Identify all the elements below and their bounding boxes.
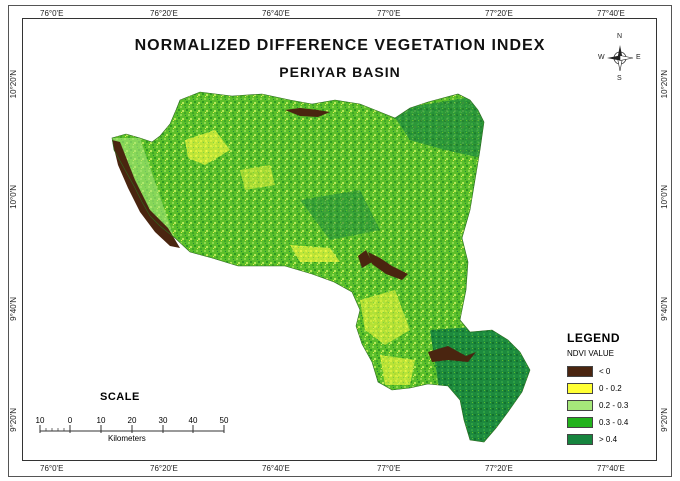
lon-label-top: 77°0'E — [377, 9, 401, 18]
lon-label-bottom: 77°40'E — [597, 464, 625, 473]
reservoir-negative-ndvi — [428, 346, 476, 362]
reservoir-negative-ndvi — [368, 252, 408, 280]
compass-south-label: S — [617, 75, 622, 82]
scale-unit-label: Kilometers — [108, 434, 146, 443]
lon-label-top: 77°40'E — [597, 9, 625, 18]
legend-label: 0 - 0.2 — [599, 384, 622, 393]
legend-title: LEGEND — [567, 331, 621, 345]
map-subtitle: PERIYAR BASIN — [279, 64, 401, 80]
map-title: NORMALIZED DIFFERENCE VEGETATION INDEX — [134, 37, 546, 54]
legend-swatch — [567, 400, 593, 411]
map-outer-frame — [8, 5, 672, 477]
dense-vegetation-zone — [390, 95, 490, 160]
legend: LEGEND NDVI VALUE — [567, 331, 657, 358]
lon-label-bottom: 76°40'E — [262, 464, 290, 473]
low-ndvi-patch — [360, 290, 410, 345]
scale-tick-label: 40 — [188, 416, 198, 425]
scale-bar — [39, 425, 225, 433]
low-ndvi-patch — [290, 245, 340, 262]
lon-label-bottom: 77°0'E — [377, 464, 401, 473]
reservoir-negative-ndvi — [358, 250, 372, 268]
dense-vegetation-zone — [430, 325, 530, 442]
scale-title: SCALE — [100, 391, 140, 403]
scale-tick-label: 30 — [158, 416, 168, 425]
lon-label-top: 77°20'E — [485, 9, 513, 18]
lon-label-top: 76°20'E — [150, 9, 178, 18]
lon-label-bottom: 76°20'E — [150, 464, 178, 473]
legend-label: 0.3 - 0.4 — [599, 418, 629, 427]
lon-label-bottom: 76°0'E — [40, 464, 64, 473]
dense-vegetation-zone — [300, 190, 380, 240]
legend-label: 0.2 - 0.3 — [599, 401, 629, 410]
compass-north-label: N — [617, 33, 623, 40]
low-ndvi-patch — [380, 355, 415, 385]
compass-east-label: E — [636, 54, 641, 61]
legend-swatch — [567, 434, 593, 445]
scale-tick-label: 10 — [96, 416, 106, 425]
lon-label-bottom: 77°20'E — [485, 464, 513, 473]
map-neatline — [22, 18, 657, 461]
compass-west-label: W — [598, 54, 605, 61]
legend-swatch — [567, 366, 593, 377]
scale-tick-label: 50 — [219, 416, 229, 425]
lon-label-top: 76°0'E — [40, 9, 64, 18]
legend-swatch — [567, 383, 593, 394]
ndvi-raster — [111, 91, 531, 443]
scale-tick-label: 10 — [35, 416, 45, 425]
north-arrow-icon — [607, 45, 634, 72]
reservoir-negative-ndvi — [285, 108, 330, 117]
scale-tick-label: 0 — [67, 416, 73, 425]
low-ndvi-patch — [240, 165, 275, 190]
low-ndvi-patch — [185, 130, 230, 165]
legend-subtitle: NDVI VALUE — [567, 349, 614, 358]
legend-label: < 0 — [599, 367, 611, 376]
legend-label: > 0.4 — [599, 435, 618, 444]
lon-label-top: 76°40'E — [262, 9, 290, 18]
legend-swatch — [567, 417, 593, 428]
backwater-negative-ndvi — [112, 140, 180, 248]
scale-tick-label: 20 — [127, 416, 137, 425]
